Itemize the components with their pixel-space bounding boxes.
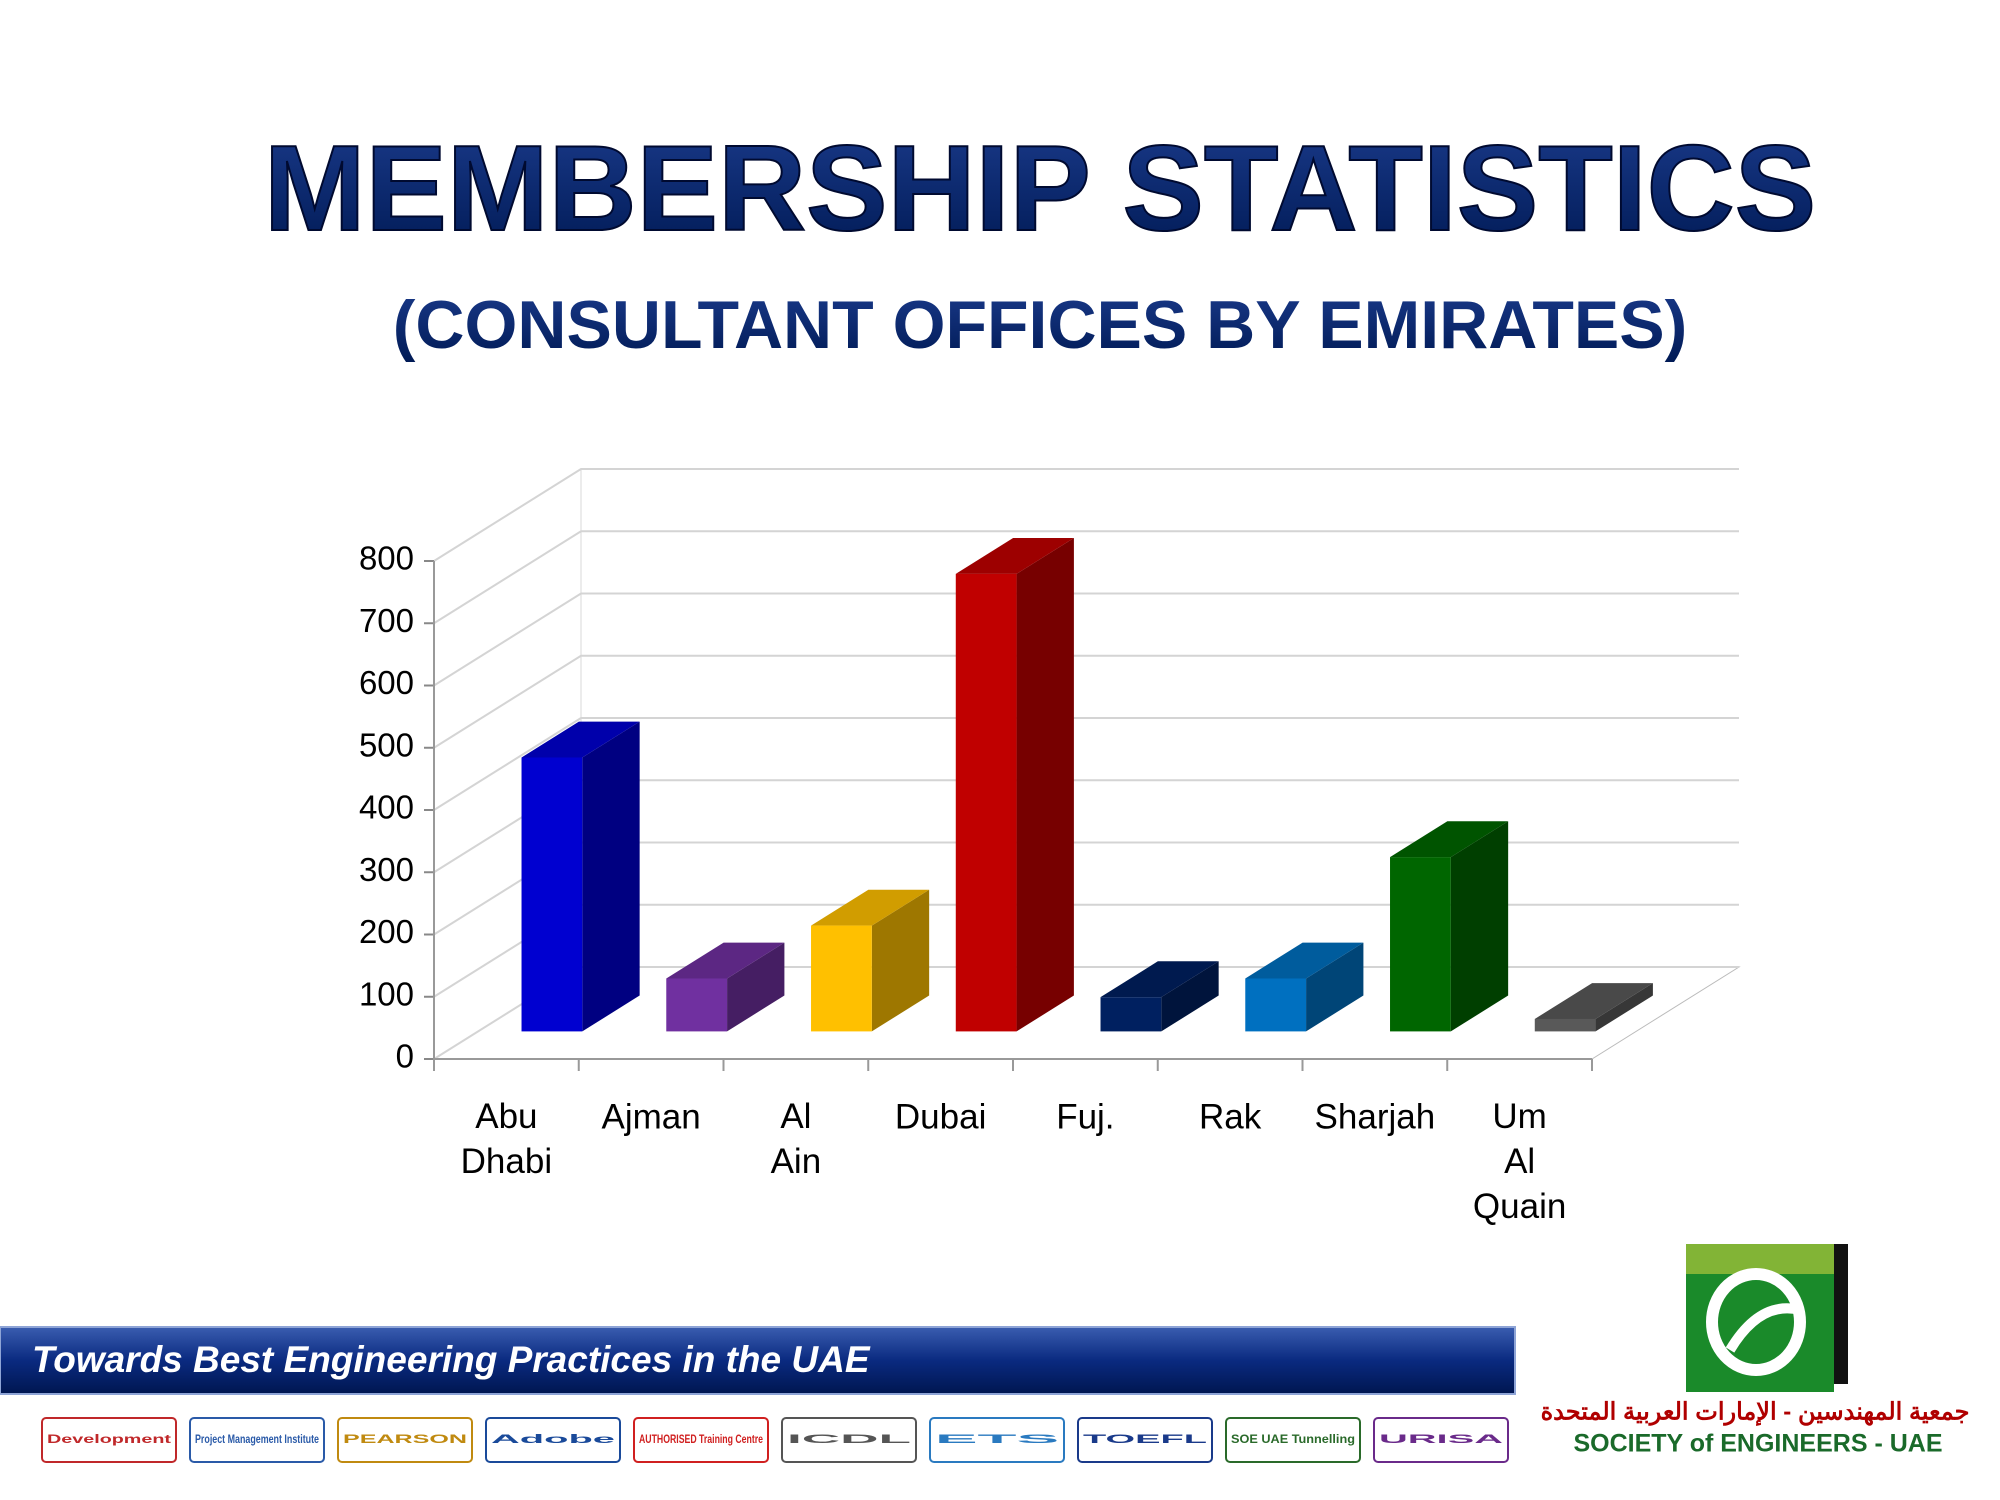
bar (666, 978, 728, 1032)
y-tick-label: 700 (359, 602, 414, 639)
bar (1390, 857, 1451, 1032)
partner-logo-label: SOE UAE Tunnelling (1231, 1432, 1355, 1446)
grid-line (433, 592, 1739, 687)
y-tick-label: 200 (359, 913, 414, 950)
bar (955, 573, 1017, 1032)
partner-logo-label: Adobe (491, 1432, 616, 1446)
bar (811, 925, 872, 1032)
partner-logo-label: ICDL (787, 1432, 911, 1446)
bar (521, 757, 583, 1032)
bar (1245, 978, 1307, 1032)
org-logo (1686, 1244, 1848, 1392)
y-tick-label: 300 (359, 851, 414, 888)
x-tick-label: Abu Dhabi (461, 1097, 552, 1181)
y-tick-label: 800 (359, 540, 414, 577)
chart: 0 100 200 300 400 500 600 700 800 Abu Dhabi Ajman Al… (359, 468, 1741, 1226)
partner-logo (485, 1417, 621, 1463)
bar-top (521, 721, 640, 758)
y-tick-label: 0 (396, 1038, 414, 1075)
partner-logo (1225, 1417, 1361, 1463)
bar (1100, 997, 1162, 1032)
grid-line (433, 717, 1739, 811)
partner-logo-label: AUTHORISED Training Centre (639, 1432, 763, 1446)
grid-line (433, 468, 1739, 562)
bar-top (811, 889, 930, 926)
partner-logo-label: ETS (935, 1432, 1059, 1446)
partner-logo (189, 1417, 325, 1463)
partner-logo (781, 1417, 917, 1463)
bar-side (1016, 537, 1074, 1032)
bar-side (1595, 983, 1653, 1032)
tagline-banner (0, 1326, 1516, 1395)
partner-logo-label: PEARSON (343, 1432, 467, 1446)
bar-top (1245, 942, 1364, 979)
org-english: SOCIETY of ENGINEERS - UAE (1573, 1430, 1942, 1458)
x-tick-label: Ajman (602, 1097, 701, 1136)
partner-logo (1077, 1417, 1213, 1463)
partner-logo (929, 1417, 1065, 1463)
bar-side (1161, 961, 1219, 1032)
partner-logo-label: Development (47, 1432, 171, 1446)
bar-side (582, 721, 640, 1032)
x-tick-label: Um Al Quain (1473, 1097, 1566, 1226)
y-tick-label: 600 (359, 664, 414, 701)
bar-top (1100, 961, 1219, 998)
bar-side (1306, 942, 1364, 1032)
x-tick-label: Dubai (895, 1097, 986, 1136)
grid-line (433, 530, 1739, 625)
y-tick-label: 400 (359, 789, 414, 826)
x-tick-label: Rak (1199, 1097, 1262, 1136)
org-arabic: جمعية المهندسين - الإمارات العربية المتح… (1541, 1398, 1970, 1426)
tagline: Towards Best Engineering Practices in th… (32, 1339, 871, 1380)
bar-top (1534, 983, 1653, 1019)
partner-logo-label: Project Management Institute (195, 1432, 319, 1446)
bar-top (666, 942, 785, 979)
partner-logo (337, 1417, 473, 1463)
partner-logo-label: TOEFL (1083, 1432, 1207, 1446)
x-tick-label: Al Ain (771, 1097, 822, 1181)
partner-logo-label: URISA (1379, 1432, 1504, 1446)
title: MEMBERSHIP STATISTICS (264, 120, 1816, 256)
bar-top (1390, 821, 1509, 858)
bar-top (955, 537, 1074, 574)
partner-logo (41, 1417, 177, 1463)
bar-side (871, 889, 930, 1032)
y-tick-label: 100 (359, 975, 414, 1012)
bar-side (727, 942, 785, 1032)
y-tick-label: 500 (359, 726, 414, 763)
bar (1534, 1018, 1596, 1032)
partner-logos: Development Project Management Institute P… (41, 1417, 1509, 1463)
x-tick-label: Fuj. (1056, 1097, 1114, 1136)
partner-logo (633, 1417, 769, 1463)
partner-logo (1373, 1417, 1509, 1463)
x-tick-label: Sharjah (1315, 1097, 1436, 1136)
subtitle: (CONSULTANT OFFICES BY EMIRATES) (393, 287, 1688, 363)
bar-side (1450, 821, 1509, 1032)
grid-line (433, 654, 1739, 749)
